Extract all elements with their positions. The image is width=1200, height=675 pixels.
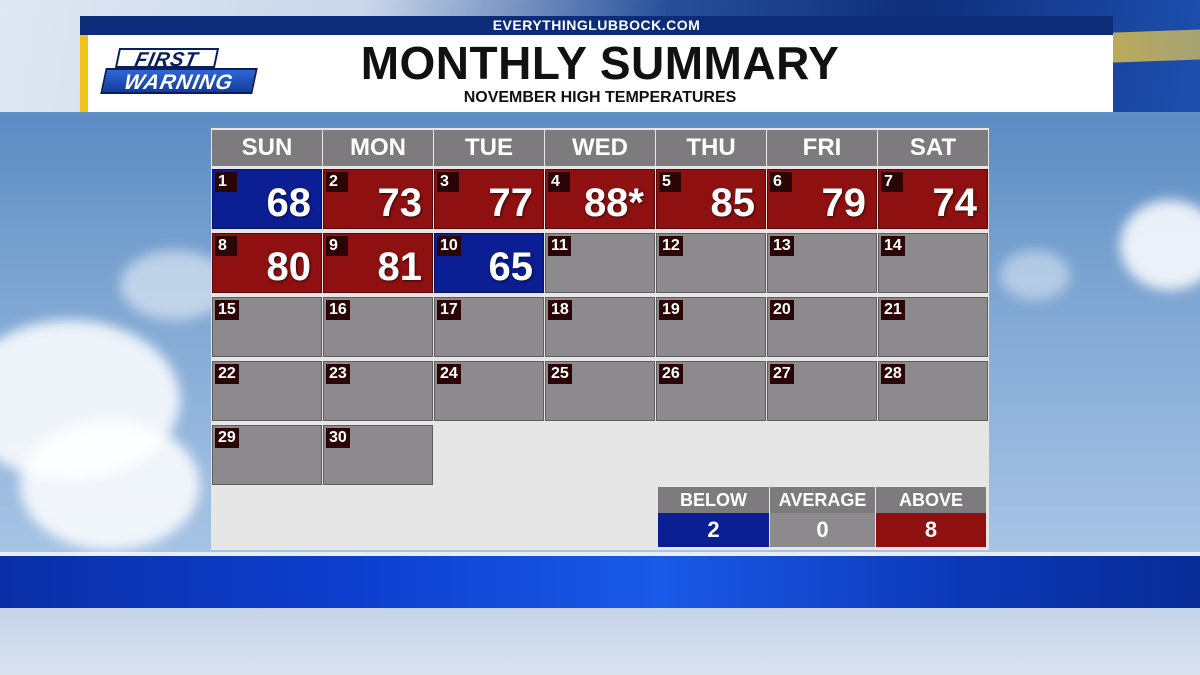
calendar-day-15: 15	[212, 297, 322, 357]
calendar-day-24: 24	[434, 361, 544, 421]
day-number: 28	[881, 364, 905, 384]
legend-label-below: BELOW	[658, 487, 769, 513]
cloud-decoration	[1120, 200, 1200, 290]
cloud-decoration	[20, 420, 200, 550]
calendar-day-7: 7 74	[878, 169, 988, 229]
day-number: 14	[881, 236, 905, 256]
day-number: 27	[770, 364, 794, 384]
calendar-day-10: 10 65	[434, 233, 544, 293]
calendar-day-5: 5 85	[656, 169, 766, 229]
page-subtitle: NOVEMBER HIGH TEMPERATURES	[463, 89, 737, 106]
weekday-header-thu: THU	[656, 130, 766, 166]
legend-label-average: AVERAGE	[770, 487, 875, 513]
day-number: 19	[659, 300, 683, 320]
calendar-day-13: 13	[767, 233, 877, 293]
calendar-day-20: 20	[767, 297, 877, 357]
station-url: EVERYTHINGLUBBOCK.COM	[80, 16, 1113, 35]
calendar-day-16: 16	[323, 297, 433, 357]
calendar-day-6: 6 79	[767, 169, 877, 229]
calendar-day-19: 19	[656, 297, 766, 357]
calendar-day-26: 26	[656, 361, 766, 421]
high-temperature: 79	[821, 181, 867, 225]
calendar-day-30: 30	[323, 425, 433, 485]
day-number: 8	[215, 236, 237, 256]
first-warning-logo: FIRST WARNING	[100, 48, 258, 96]
day-number: 7	[881, 172, 903, 192]
day-number: 1	[215, 172, 237, 192]
high-temperature: 73	[377, 181, 423, 225]
calendar-day-28: 28	[878, 361, 988, 421]
legend-label-above: ABOVE	[876, 487, 986, 513]
day-number: 16	[326, 300, 350, 320]
calendar-day-1: 1 68	[212, 169, 322, 229]
legend-count-below: 2	[658, 513, 769, 547]
day-number: 10	[437, 236, 461, 256]
day-number: 5	[659, 172, 681, 192]
bottom-stripe	[0, 552, 1200, 558]
day-number: 30	[326, 428, 350, 448]
high-temperature: 65	[488, 245, 534, 289]
weekday-header-sat: SAT	[878, 130, 988, 166]
day-number: 25	[548, 364, 572, 384]
calendar-day-4: 4 88*	[545, 169, 655, 229]
day-number: 2	[326, 172, 348, 192]
day-number: 20	[770, 300, 794, 320]
weekday-header-sun: SUN	[212, 130, 322, 166]
day-number: 29	[215, 428, 239, 448]
calendar-day-23: 23	[323, 361, 433, 421]
calendar-day-14: 14	[878, 233, 988, 293]
calendar-day-22: 22	[212, 361, 322, 421]
high-temperature: 74	[932, 181, 978, 225]
weekday-header-wed: WED	[545, 130, 655, 166]
weekday-header-tue: TUE	[434, 130, 544, 166]
legend-count-average: 0	[770, 513, 875, 547]
day-number: 26	[659, 364, 683, 384]
bottom-band	[0, 556, 1200, 608]
calendar-day-3: 3 77	[434, 169, 544, 229]
calendar-day-17: 17	[434, 297, 544, 357]
high-temperature: 88*	[583, 181, 644, 225]
bottom-background	[0, 608, 1200, 675]
calendar-day-29: 29	[212, 425, 322, 485]
high-temperature: 81	[377, 245, 423, 289]
calendar-day-9: 9 81	[323, 233, 433, 293]
day-number: 22	[215, 364, 239, 384]
title-accent	[80, 35, 88, 112]
logo-warning-text: WARNING	[100, 68, 258, 94]
calendar-day-11: 11	[545, 233, 655, 293]
page-title: MONTHLY SUMMARY	[360, 37, 840, 89]
calendar-day-12: 12	[656, 233, 766, 293]
day-number: 4	[548, 172, 570, 192]
high-temperature: 80	[266, 245, 312, 289]
calendar-day-8: 8 80	[212, 233, 322, 293]
day-number: 15	[215, 300, 239, 320]
day-number: 21	[881, 300, 905, 320]
calendar-day-2: 2 73	[323, 169, 433, 229]
calendar-day-27: 27	[767, 361, 877, 421]
day-number: 18	[548, 300, 572, 320]
calendar-day-21: 21	[878, 297, 988, 357]
high-temperature: 68	[266, 181, 312, 225]
calendar-day-18: 18	[545, 297, 655, 357]
calendar-day-25: 25	[545, 361, 655, 421]
weekday-header-fri: FRI	[767, 130, 877, 166]
day-number: 9	[326, 236, 348, 256]
day-number: 12	[659, 236, 683, 256]
high-temperature: 85	[710, 181, 756, 225]
high-temperature: 77	[488, 181, 534, 225]
legend-count-above: 8	[876, 513, 986, 547]
day-number: 17	[437, 300, 461, 320]
day-number: 13	[770, 236, 794, 256]
day-number: 23	[326, 364, 350, 384]
cloud-decoration	[1000, 250, 1070, 300]
day-number: 11	[548, 236, 571, 256]
weekday-header-mon: MON	[323, 130, 433, 166]
day-number: 24	[437, 364, 461, 384]
day-number: 6	[770, 172, 792, 192]
logo-first-text: FIRST	[114, 48, 220, 71]
day-number: 3	[437, 172, 459, 192]
